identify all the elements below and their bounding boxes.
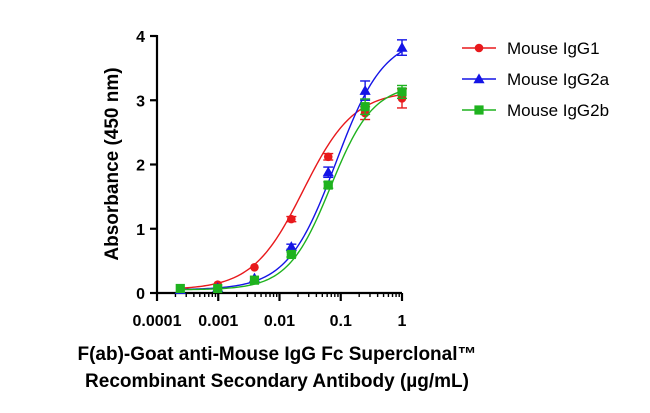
fit-curve bbox=[180, 90, 403, 291]
legend-item: Mouse IgG2a bbox=[462, 70, 610, 89]
axes: 0 1 2 3 4 0.0001 0.001 0.01 0.1 1 bbox=[133, 29, 407, 330]
y-tick-label: 4 bbox=[136, 29, 145, 46]
x-tick-label: 0.0001 bbox=[133, 313, 182, 330]
x-tick-label: 0.001 bbox=[198, 313, 238, 330]
x-tick-label: 1 bbox=[398, 313, 407, 330]
data-point bbox=[249, 275, 260, 285]
y-axis-title: Absorbance (450 nm) bbox=[102, 67, 123, 260]
legend-label: Mouse IgG2b bbox=[507, 101, 609, 120]
legend-item: Mouse IgG2b bbox=[462, 101, 609, 120]
data-point bbox=[323, 152, 333, 162]
y-tick-label: 3 bbox=[136, 93, 145, 110]
legend-marker bbox=[473, 73, 485, 84]
data-point bbox=[285, 241, 297, 251]
data-point bbox=[286, 249, 296, 260]
fit-curve bbox=[180, 93, 403, 289]
y-tick-label: 0 bbox=[136, 286, 145, 303]
x-tick-label: 0.1 bbox=[330, 313, 352, 330]
x-tick-label: 0.01 bbox=[264, 313, 295, 330]
y-tick-label: 1 bbox=[136, 222, 145, 239]
series-mouse-igg2b bbox=[175, 84, 407, 294]
data-point bbox=[360, 102, 370, 112]
data-point bbox=[213, 283, 223, 294]
x-axis-title-line1: F(ab)-Goat anti-Mouse IgG Fc Superclonal… bbox=[77, 344, 476, 365]
legend-marker bbox=[474, 105, 484, 115]
data-point bbox=[322, 166, 334, 177]
legend-label: Mouse IgG1 bbox=[507, 39, 600, 58]
data-point bbox=[175, 283, 185, 294]
data-point bbox=[397, 87, 407, 97]
series-layer bbox=[174, 39, 408, 294]
data-point bbox=[396, 41, 408, 52]
legend: Mouse IgG1 Mouse IgG2a Mouse IgG2b bbox=[462, 39, 610, 120]
data-point bbox=[250, 263, 259, 272]
legend-item: Mouse IgG1 bbox=[462, 39, 600, 58]
legend-marker bbox=[474, 43, 484, 53]
y-tick-label: 2 bbox=[136, 158, 145, 175]
x-axis-title-line2: Recombinant Secondary Antibody (µg/mL) bbox=[85, 371, 469, 392]
data-point bbox=[359, 85, 371, 95]
data-point bbox=[323, 180, 333, 190]
data-point bbox=[287, 214, 296, 224]
legend-label: Mouse IgG2a bbox=[507, 70, 610, 89]
